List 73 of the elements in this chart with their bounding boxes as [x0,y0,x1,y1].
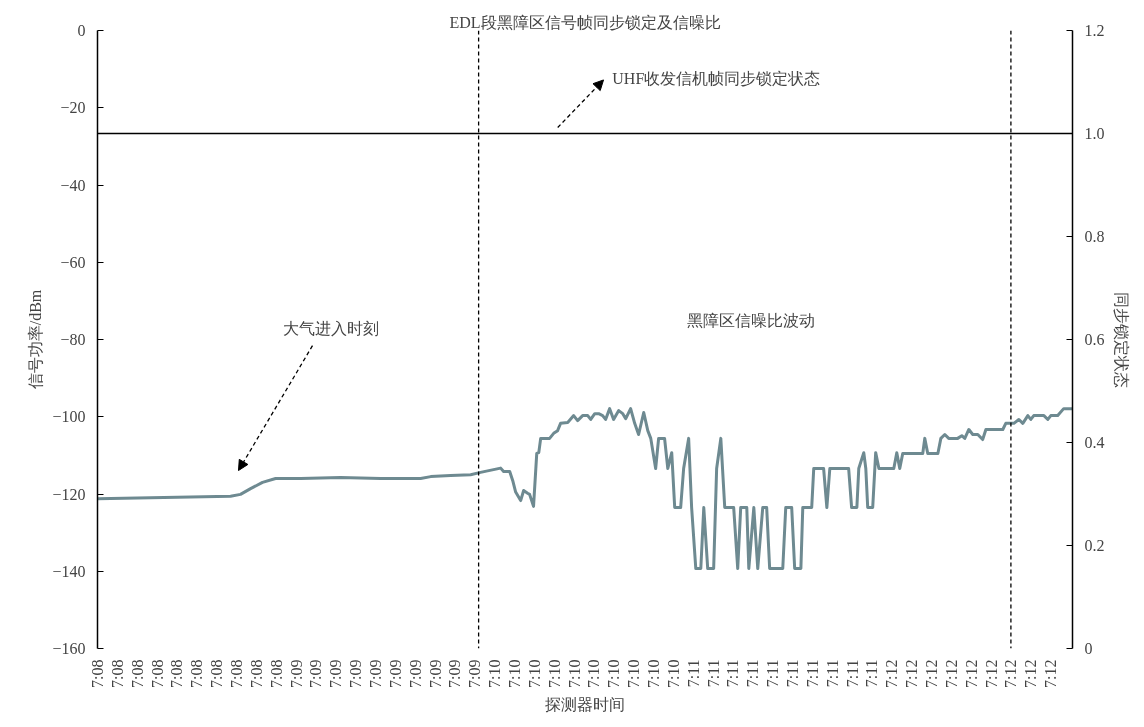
x-tick-label: 7:12 [1022,659,1040,688]
y-tick-label: −140 [52,562,86,580]
x-tick-label: 7:10 [545,659,563,688]
y2-tick-label: 0.4 [1084,434,1105,451]
y2-tick-label: 0 [1084,640,1093,657]
x-tick-label: 7:11 [724,659,742,688]
annotation: 黑障区信噪比波动 [686,311,815,329]
y2-axis-title: 同步锁定状态 [1112,291,1130,388]
x-tick-label: 7:11 [684,659,702,688]
x-tick-label: 7:10 [565,659,583,688]
x-tick-label: 7:10 [505,659,523,688]
y-tick-label: −80 [60,331,86,348]
x-tick-label: 7:09 [446,659,464,688]
x-tick-label: 7:08 [247,659,265,688]
x-tick-label: 7:11 [863,659,881,688]
x-axis-title: 探测器时间 [545,695,625,713]
y2-tick-label: 1.0 [1084,125,1105,142]
y2-tick-label: 0.6 [1084,331,1105,348]
x-tick-label: 7:09 [327,659,345,688]
line-series [97,407,1073,571]
x-tick-label: 7:08 [267,659,285,688]
x-tick-label: 7:11 [823,659,841,688]
y-tick-label: −100 [52,408,86,426]
x-tick-label: 7:11 [744,659,762,688]
x-tick-label: 7:09 [307,659,325,688]
x-tick-label: 7:08 [89,659,106,688]
x-tick-label: 7:10 [486,659,504,688]
x-tick-label: 7:12 [1002,659,1020,688]
x-tick-label: 7:12 [903,659,921,688]
x-tick-label: 7:08 [128,659,146,688]
x-tick-label: 7:09 [287,659,305,688]
y2-tick-label: 1.2 [1084,22,1105,39]
x-tick-label: 7:09 [426,659,444,688]
x-tick-label: 7:09 [367,659,385,688]
x-tick-label: 7:08 [148,659,166,688]
x-tick-label: 7:11 [764,659,782,688]
x-tick-label: 7:12 [942,659,960,688]
x-tick-label: 7:10 [645,659,662,688]
x-tick-label: 7:12 [962,659,980,688]
x-tick-label: 7:11 [784,659,802,688]
x-tick-label: 7:08 [208,659,226,688]
x-tick-label: 7:08 [188,659,206,688]
y-tick-label: −60 [60,253,86,271]
y2-tick-label: 0.8 [1084,228,1105,245]
annotation: 大气进入时刻 [282,319,379,337]
x-tick-label: 7:09 [347,659,365,688]
x-tick-label: 7:10 [625,659,643,688]
chart-title: EDL段黑障区信号帧同步锁定及信噪比 [449,13,721,31]
x-tick-label: 7:09 [406,659,424,688]
x-tick-label: 7:11 [704,659,722,688]
x-tick-label: 7:10 [664,659,682,688]
x-tick-label: 7:08 [228,659,246,688]
y-tick-label: −20 [60,99,86,117]
annotation: UHF收发信机帧同步锁定状态 [612,70,821,88]
y-tick-label: −160 [52,640,86,657]
x-tick-label: 7:08 [168,659,186,688]
y2-tick-label: 0.2 [1084,537,1105,554]
x-tick-label: 7:11 [843,659,861,688]
x-tick-label: 7:08 [108,659,126,688]
x-tick-label: 7:12 [1042,659,1060,688]
y-tick-label: −120 [52,485,86,503]
x-tick-label: 7:10 [525,659,543,688]
y-tick-label: −40 [60,176,86,194]
x-tick-label: 7:09 [386,659,404,688]
x-tick-label: 7:09 [466,659,484,688]
x-tick-label: 7:12 [982,659,1000,688]
x-tick-label: 7:12 [883,659,901,688]
y-axis-title: 信号功率/dBm [27,289,45,390]
x-tick-label: 7:10 [605,659,623,688]
x-tick-label: 7:11 [803,659,821,688]
x-tick-label: 7:12 [922,659,940,688]
y-tick-label: 0 [77,22,86,39]
x-tick-label: 7:10 [585,659,603,688]
